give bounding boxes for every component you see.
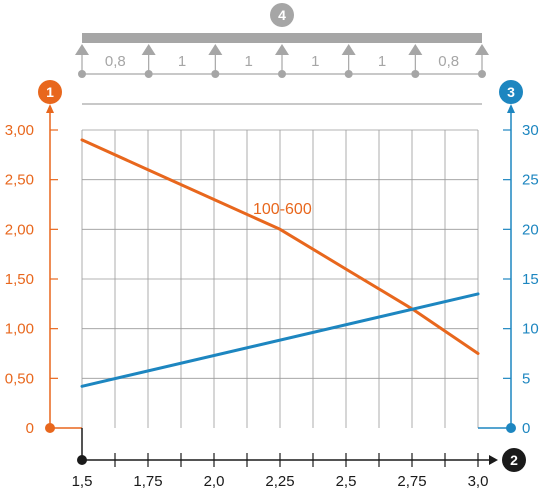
left-axis-tick-label: 1,50 [5,271,34,288]
left-y-axis: 1 0 0,50 1,00 1,50 2,00 2,50 3,00 [5,80,82,437]
support-dot [411,70,420,78]
span-length-label: 1 [311,53,319,70]
left-axis-tick-label: 0 [26,420,34,437]
span-length-label: 0,8 [438,53,459,70]
span-length-label: 0,8 [105,53,126,70]
left-axis-tick-label: 2,00 [5,221,34,238]
x-axis-badge-label: 2 [510,452,518,468]
x-axis-tick-label: 1,75 [133,473,162,490]
series-layer: 100-600 [80,138,480,388]
left-axis-badge [38,80,62,104]
right-axis-arrow-icon [507,104,515,113]
x-axis-tick-label: 3,0 [468,473,489,490]
right-axis-tick-label: 5 [522,370,530,387]
x-axis-tick-label: 2,75 [397,473,426,490]
span-length-label: 1 [378,53,386,70]
x-axis-tick-label: 1,5 [72,473,93,490]
left-axis-tick-label: 2,50 [5,172,34,189]
right-axis-origin-dot [506,423,516,433]
x-axis: 2 1,5 1,75 2,0 2,25 2,5 2,75 3,0 [72,428,526,490]
support-triangle-icon [75,44,89,55]
span-beam [82,33,482,43]
right-axis-tick-label: 25 [522,172,539,189]
right-axis-badge-label: 3 [507,84,515,100]
right-axis-badge [499,80,523,104]
span-diagram-badge [270,3,294,27]
support-dot [211,70,220,78]
span-diagram-badge-label: 4 [278,7,286,23]
support-dot [344,70,353,78]
support-dot [278,70,286,78]
x-axis-badge [502,448,526,472]
support-triangle-icon [141,44,156,55]
series-label: 100-600 [253,201,312,218]
support-triangle-icon [208,44,223,55]
left-axis-arrow-icon [46,104,54,113]
support-dot [478,70,486,78]
x-axis-tick-label: 2,0 [204,473,225,490]
support-triangle-icon [475,44,489,55]
x-axis-origin-dot [77,455,87,465]
x-axis-tick-label: 2,5 [336,473,357,490]
support-triangle-icon [275,44,289,55]
x-axis-tick-label: 2,25 [265,473,294,490]
right-axis-tick-label: 10 [522,321,539,338]
left-axis-tick-label: 3,00 [5,122,34,139]
span-diagram: 0,8 1 1 1 1 0,8 4 [75,3,489,105]
right-y-axis: 3 0 5 10 15 20 25 30 [478,80,539,437]
chart-grid [81,129,479,428]
right-axis-tick-label: 15 [522,271,539,288]
support-triangle-icon [408,44,423,55]
left-axis-tick-label: 0,50 [5,370,34,387]
right-axis-tick-label: 0 [522,420,530,437]
span-length-label: 1 [178,53,186,70]
left-axis-badge-label: 1 [46,84,54,100]
left-axis-origin-dot [45,423,55,433]
x-axis-arrow-icon [489,455,498,465]
right-axis-tick-label: 20 [522,221,539,238]
right-axis-tick-label: 30 [522,122,539,139]
span-length-label: 1 [244,53,252,70]
left-axis-tick-label: 1,00 [5,321,34,338]
support-dot [78,70,86,78]
series-line-1 [80,292,480,388]
support-triangle-icon [341,44,356,55]
support-dot [144,70,153,78]
